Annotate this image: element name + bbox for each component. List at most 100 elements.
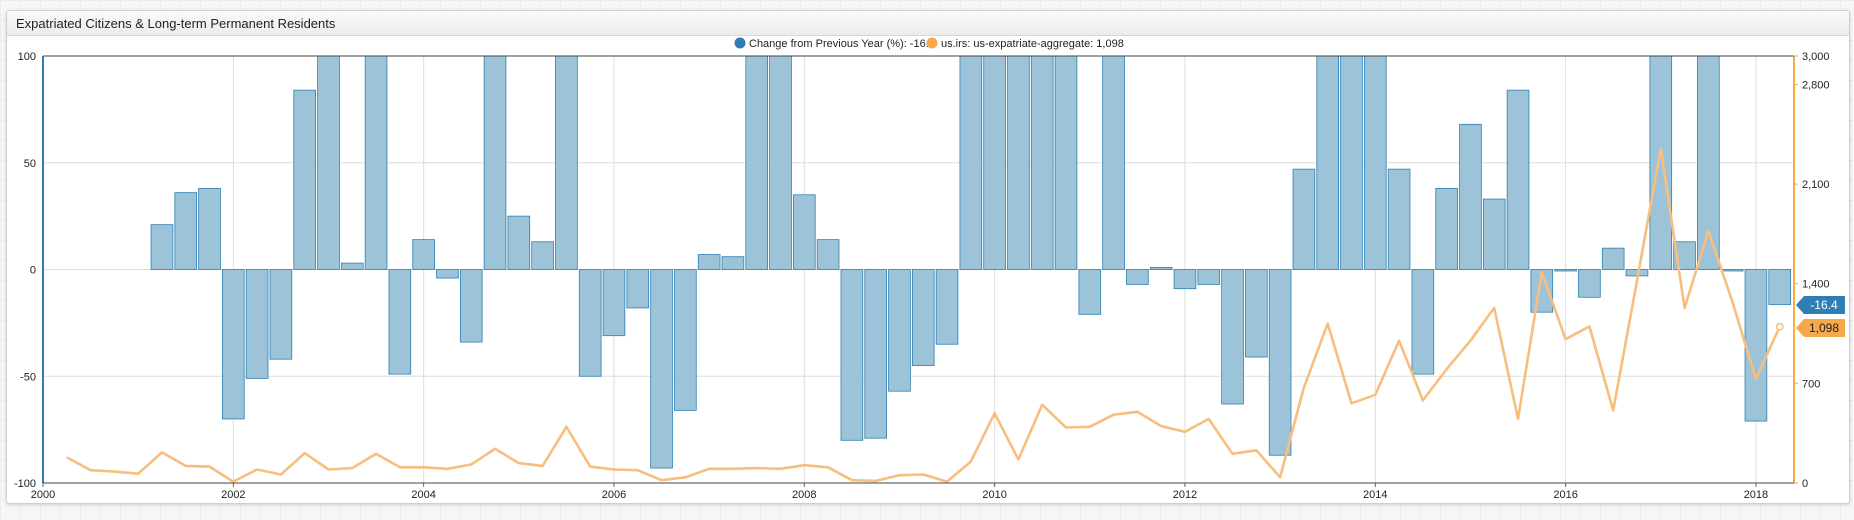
bar	[1744, 269, 1768, 422]
bar	[626, 269, 650, 309]
bar	[769, 55, 792, 270]
bar	[436, 269, 459, 279]
bar	[1078, 269, 1102, 315]
bar	[959, 55, 983, 270]
bar	[1054, 55, 1078, 270]
x-tick-label: 2006	[602, 489, 626, 501]
bar	[578, 269, 602, 377]
legend-label-bar-series: Change from Previous Year (%): -16.4	[749, 38, 935, 50]
bar	[983, 55, 1006, 270]
x-tick-label: 2008	[792, 489, 816, 501]
bar	[412, 239, 435, 270]
legend-dot-line-series	[926, 37, 938, 49]
bar	[674, 269, 697, 411]
bar	[1578, 269, 1601, 298]
widget-title: Expatriated Citizens & Long-term Permane…	[16, 16, 336, 31]
bar	[1007, 55, 1030, 270]
bar	[174, 192, 198, 270]
bar	[459, 269, 483, 343]
bar	[1411, 269, 1435, 375]
x-tick-label: 2000	[31, 489, 55, 501]
bar	[1197, 269, 1221, 285]
bar	[1030, 55, 1054, 270]
bar	[935, 269, 959, 345]
bar	[1554, 269, 1577, 272]
line-path	[66, 147, 1781, 483]
bar	[1697, 55, 1720, 270]
bar	[1482, 198, 1506, 270]
bar	[1221, 269, 1244, 405]
bar	[1340, 55, 1363, 270]
bar	[1768, 269, 1792, 305]
bar	[1363, 55, 1387, 270]
bar	[1387, 168, 1411, 270]
bar	[911, 269, 935, 366]
bar	[340, 262, 364, 270]
bar	[602, 269, 626, 337]
bar	[697, 254, 721, 270]
bar	[1316, 55, 1339, 270]
y-right-tick-label: 2,800	[1802, 79, 1830, 91]
bar	[650, 269, 673, 469]
bar	[507, 215, 531, 270]
y-right-tick-label: 3,000	[1802, 51, 1830, 63]
y-right-tick-label: 700	[1802, 378, 1820, 390]
bar	[1506, 89, 1530, 270]
line-last-point-marker	[1775, 322, 1784, 331]
bar	[555, 55, 578, 270]
bar	[1173, 269, 1197, 290]
x-tick-label: 2016	[1553, 489, 1577, 501]
bar	[1126, 269, 1149, 285]
bar	[245, 269, 269, 379]
bar	[721, 256, 745, 270]
bar	[364, 55, 388, 270]
bar	[293, 89, 316, 270]
bar	[1720, 269, 1744, 272]
bar	[222, 269, 245, 420]
chart-legend: Change from Previous Year (%): -16.4 us.…	[734, 37, 1124, 50]
bar	[840, 269, 864, 441]
bar	[888, 269, 911, 392]
y-right-tick-label: 0	[1802, 478, 1808, 490]
y-right-tick-label: 1,400	[1802, 279, 1830, 291]
bar	[483, 55, 507, 270]
bar	[1245, 269, 1268, 358]
bar	[1268, 269, 1292, 456]
x-tick-label: 2018	[1744, 489, 1768, 501]
value-badges: -16.4 1,098	[1796, 296, 1845, 337]
x-tick-label: 2002	[221, 489, 245, 501]
bar	[1435, 187, 1458, 270]
bar-value-badge	[1796, 296, 1845, 314]
bar	[388, 269, 412, 375]
bar	[269, 269, 293, 360]
x-tick-label: 2010	[982, 489, 1006, 501]
bar	[864, 269, 887, 439]
y-left-tick-label: 50	[24, 158, 36, 170]
bar	[816, 239, 840, 270]
x-tick-label: 2004	[411, 489, 435, 501]
widget-titlebar: Expatriated Citizens & Long-term Permane…	[7, 11, 1849, 36]
y-left-tick-label: -50	[20, 371, 36, 383]
bar	[1149, 266, 1173, 270]
bar	[531, 241, 554, 270]
bar	[1102, 55, 1125, 270]
bar	[745, 55, 769, 270]
line-value-badge-text: 1,098	[1809, 321, 1839, 335]
y-right-tick-label: 2,100	[1802, 179, 1830, 191]
bar	[317, 55, 340, 270]
bar	[1649, 55, 1673, 270]
bar	[1459, 123, 1482, 270]
bar	[1292, 168, 1316, 270]
x-tick-label: 2012	[1173, 489, 1197, 501]
line-series	[66, 147, 1784, 483]
bar-value-badge-text: -16.4	[1810, 298, 1838, 312]
bar	[198, 187, 221, 270]
y-left-tick-label: 0	[30, 265, 36, 277]
bar	[793, 194, 816, 270]
legend-dot-bar-series	[734, 37, 746, 49]
bar	[1601, 247, 1625, 270]
y-left-tick-label: -100	[14, 478, 36, 490]
bar-series	[150, 55, 1792, 469]
